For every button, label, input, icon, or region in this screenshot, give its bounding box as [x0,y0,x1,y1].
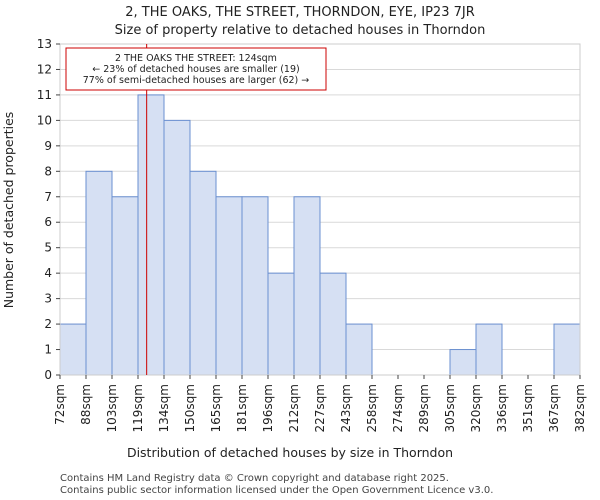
x-tick-label: 351sqm [521,384,535,432]
annotation-line-1: 2 THE OAKS THE STREET: 124sqm [115,53,277,64]
bars [59,94,581,376]
y-tick-label: 12 [37,62,52,76]
y-tick-label: 6 [44,215,52,229]
y-tick-label: 5 [44,241,52,255]
x-tick-label: 305sqm [443,384,457,432]
annotation-line-2: ← 23% of detached houses are smaller (19… [92,64,299,75]
x-tick-label: 134sqm [157,384,171,432]
bar [553,323,581,376]
x-tick-label: 227sqm [313,384,327,432]
x-tick-label: 243sqm [339,384,353,432]
bar [163,119,191,376]
y-tick-label: 3 [44,292,52,306]
x-tick-label: 150sqm [183,384,197,432]
y-tick-label: 13 [37,37,52,51]
x-tick-label: 196sqm [261,384,275,432]
bar [345,323,373,376]
bar [267,272,295,376]
x-axis-label: Distribution of detached houses by size … [127,445,453,460]
bar [111,196,139,376]
x-tick-label: 103sqm [105,384,119,432]
bar [449,349,477,376]
x-tick-label: 119sqm [131,384,145,432]
bar [241,196,269,376]
bar [293,196,321,376]
y-tick-label: 11 [37,88,52,102]
x-tick-label: 72sqm [53,384,67,425]
y-tick-label: 4 [44,266,52,280]
x-tick-label: 181sqm [235,384,249,432]
annotation-frame [65,47,327,91]
x-tick-label: 258sqm [365,384,379,432]
x-tick-label: 274sqm [391,384,405,432]
x-tick-label: 367sqm [547,384,561,432]
annotation-box: 2 THE OAKS THE STREET: 124sqm ← 23% of d… [65,47,327,91]
y-axis-label: Number of detached properties [1,112,16,309]
y-tick-label: 10 [37,113,52,127]
bar [215,196,243,376]
bar [475,323,503,376]
x-tick-label: 320sqm [469,384,483,432]
x-tick-label: 382sqm [573,384,587,432]
chart-title: 2, THE OAKS, THE STREET, THORNDON, EYE, … [125,5,475,20]
y-tick-label: 8 [44,164,52,178]
x-tick-label: 88sqm [79,384,93,425]
annotation-line-3: 77% of semi-detached houses are larger (… [83,75,310,86]
bar [189,170,217,376]
x-tick-label: 289sqm [417,384,431,432]
footer-line-1: Contains HM Land Registry data © Crown c… [60,473,449,484]
bar [137,94,165,376]
bar [85,170,113,376]
bar [59,323,87,376]
footer-line-2: Contains public sector information licen… [60,485,494,496]
y-tick-label: 1 [44,343,52,357]
y-tick-label: 2 [44,317,52,331]
x-tick-label: 165sqm [209,384,223,432]
y-tick-label: 0 [44,368,52,382]
x-axis-ticks: 72sqm 88sqm 103sqm 119sqm 134sqm 150sqm 165sqm… [53,375,587,432]
bar [319,272,347,376]
x-tick-label: 212sqm [287,384,301,432]
y-tick-label: 7 [44,190,52,204]
chart-subtitle: Size of property relative to detached ho… [115,23,486,38]
y-tick-label: 9 [44,139,52,153]
x-tick-label: 336sqm [495,384,509,432]
